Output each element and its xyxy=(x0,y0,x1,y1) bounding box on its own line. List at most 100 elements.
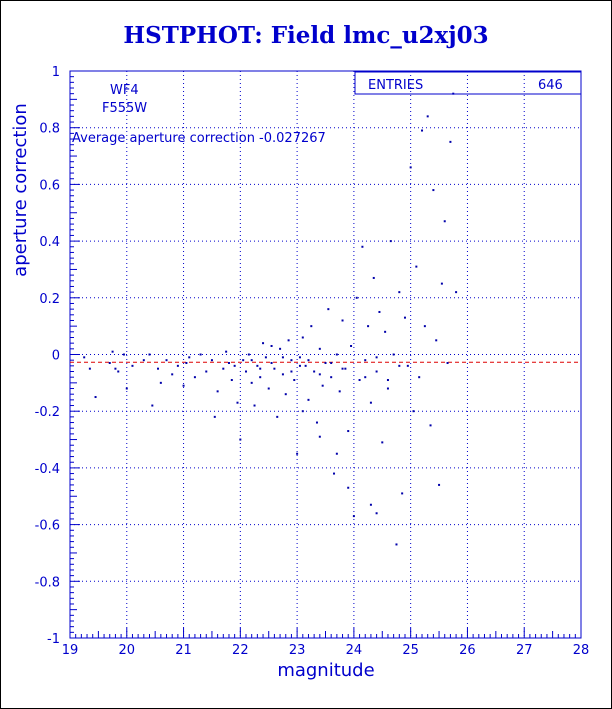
data-point xyxy=(165,359,168,362)
data-point xyxy=(406,364,409,367)
data-point xyxy=(335,353,338,356)
x-axis-label: magnitude xyxy=(277,660,374,681)
data-point xyxy=(386,387,389,390)
data-point xyxy=(418,376,421,379)
data-point xyxy=(262,342,265,345)
data-point xyxy=(242,359,245,362)
data-point xyxy=(281,356,284,359)
data-point xyxy=(230,379,233,382)
data-point xyxy=(440,282,443,285)
data-point xyxy=(301,410,304,413)
data-point xyxy=(148,353,151,356)
data-point xyxy=(347,486,350,489)
data-point xyxy=(369,401,372,404)
data-point xyxy=(131,364,134,367)
y-tick-label: 0.6 xyxy=(39,178,60,193)
data-point xyxy=(111,350,114,353)
x-tick-label: 19 xyxy=(62,643,79,658)
data-point xyxy=(335,452,338,455)
data-point xyxy=(267,387,270,390)
filter-label: F555W xyxy=(102,101,147,116)
data-point xyxy=(438,483,441,486)
y-axis-label: aperture correction xyxy=(10,103,31,277)
data-point xyxy=(94,396,97,399)
data-point xyxy=(403,316,406,319)
data-point xyxy=(142,359,145,362)
data-point xyxy=(313,370,316,373)
data-point xyxy=(307,398,310,401)
data-point xyxy=(270,362,273,365)
data-point xyxy=(88,367,91,370)
data-point xyxy=(327,308,330,311)
chip-label: WF4 xyxy=(110,83,139,98)
data-point xyxy=(199,353,202,356)
y-tick-label: 0.2 xyxy=(39,292,60,307)
data-point xyxy=(426,115,429,118)
data-point xyxy=(298,364,301,367)
data-point xyxy=(83,356,86,359)
x-tick-label: 25 xyxy=(402,643,419,658)
data-point xyxy=(358,379,361,382)
data-point xyxy=(290,370,293,373)
data-point xyxy=(247,353,250,356)
data-point xyxy=(210,359,213,362)
data-point xyxy=(239,438,242,441)
data-point xyxy=(236,401,239,404)
data-point xyxy=(222,367,225,370)
entries-box xyxy=(354,71,582,95)
data-point xyxy=(449,140,452,143)
data-point xyxy=(245,370,248,373)
data-point xyxy=(114,367,117,370)
data-point xyxy=(270,344,273,347)
data-point xyxy=(364,359,367,362)
x-tick-label: 28 xyxy=(573,643,590,658)
y-tick-label: -1 xyxy=(47,632,60,647)
data-point xyxy=(364,376,367,379)
data-point xyxy=(304,364,307,367)
data-point xyxy=(298,356,301,359)
data-point xyxy=(276,415,279,418)
data-point xyxy=(386,379,389,382)
data-point xyxy=(227,362,230,365)
data-point xyxy=(171,373,174,376)
data-point xyxy=(259,376,262,379)
data-point xyxy=(435,339,438,342)
data-point xyxy=(338,390,341,393)
data-point xyxy=(372,276,375,279)
data-point xyxy=(398,291,401,294)
data-point xyxy=(333,472,336,475)
data-point xyxy=(352,515,355,518)
data-point xyxy=(250,359,253,362)
data-point xyxy=(423,325,426,328)
x-tick-label: 26 xyxy=(459,643,476,658)
data-point xyxy=(369,503,372,506)
data-point xyxy=(367,325,370,328)
data-point xyxy=(429,424,432,427)
x-tick-label: 20 xyxy=(119,643,136,658)
data-point xyxy=(375,370,378,373)
entries-value: 646 xyxy=(538,78,563,93)
data-point xyxy=(157,367,160,370)
data-point xyxy=(432,189,435,192)
y-tick-label: 0.8 xyxy=(39,122,60,137)
y-tick-label: -0.6 xyxy=(35,519,60,534)
data-point xyxy=(293,379,296,382)
y-tick-label: 1 xyxy=(52,65,60,80)
data-point xyxy=(279,347,282,350)
data-point xyxy=(182,384,185,387)
x-tick-label: 23 xyxy=(289,643,306,658)
data-point xyxy=(185,362,188,365)
data-point xyxy=(361,245,364,248)
y-tick-label: -0.4 xyxy=(35,462,60,477)
data-point xyxy=(284,393,287,396)
data-point xyxy=(443,220,446,223)
data-point xyxy=(398,364,401,367)
data-point xyxy=(341,319,344,322)
data-point xyxy=(446,362,449,365)
data-point xyxy=(117,370,120,373)
data-point xyxy=(250,381,253,384)
data-point xyxy=(421,129,424,132)
average-correction-note: Average aperture correction -0.027267 xyxy=(72,131,326,146)
data-point xyxy=(213,415,216,418)
